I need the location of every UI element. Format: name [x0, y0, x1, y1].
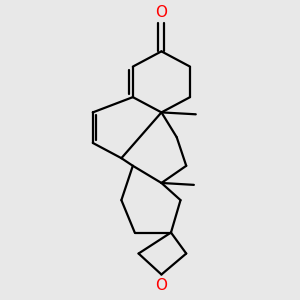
Text: O: O [155, 278, 167, 293]
Text: O: O [155, 5, 167, 20]
